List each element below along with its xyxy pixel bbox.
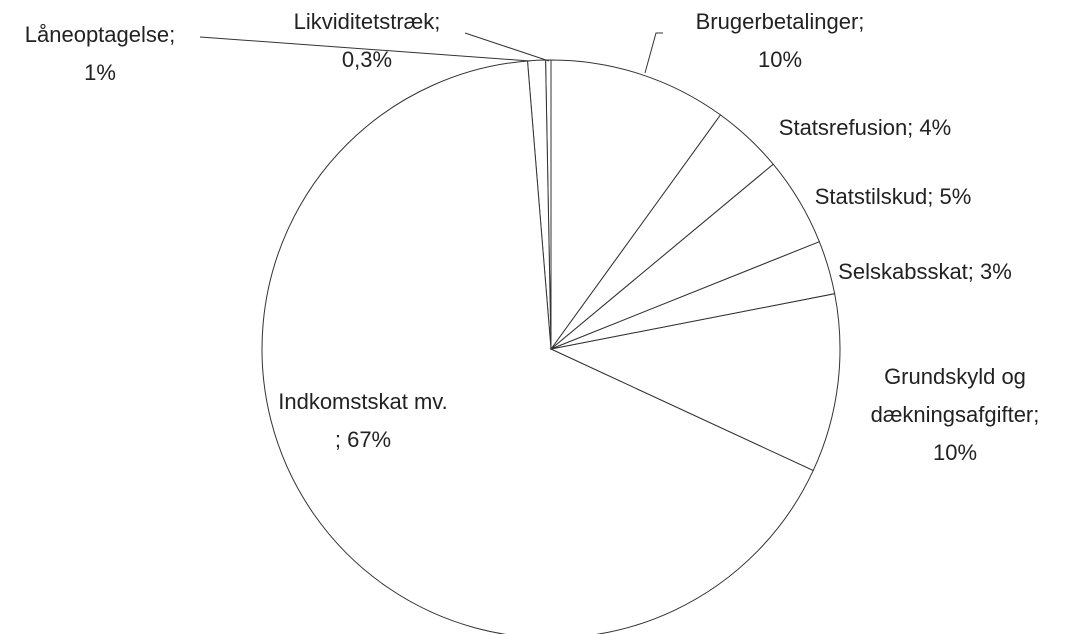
value-label: 0,3% bbox=[341, 47, 393, 72]
pie-slice bbox=[549, 293, 841, 472]
category-label: Statstilskud; bbox=[814, 184, 934, 209]
category-label: Brugerbetalinger; bbox=[695, 9, 865, 34]
slice-label: Likviditetstræk; 0,3% bbox=[257, 3, 477, 79]
value-label: 5% bbox=[939, 184, 972, 209]
category-label: Indkomstskat mv. bbox=[278, 389, 448, 414]
slice-label: Brugerbetalinger; 10% bbox=[650, 3, 910, 79]
value-label: 10% bbox=[932, 440, 978, 465]
slice-label: Indkomstskat mv. ; 67% bbox=[233, 383, 493, 459]
category-label: Låneoptagelse; bbox=[24, 22, 176, 47]
pie-slice bbox=[261, 60, 814, 634]
slice-label: Låneoptagelse; 1% bbox=[0, 16, 200, 92]
category-label: Statsrefusion; bbox=[778, 115, 914, 140]
slice-label: Selskabsskat; 3% bbox=[795, 253, 1055, 291]
slice-label: Statsrefusion; 4% bbox=[735, 109, 995, 147]
value-label: 10% bbox=[757, 47, 803, 72]
leader-line bbox=[199, 36, 531, 62]
value-label: ; 67% bbox=[334, 427, 392, 452]
leader-line bbox=[644, 32, 663, 74]
leader-line bbox=[464, 32, 550, 62]
value-label: 4% bbox=[919, 115, 952, 140]
slice-label: Grundskyld og dækningsafgifter; 10% bbox=[855, 358, 1055, 472]
value-label: 1% bbox=[84, 60, 116, 85]
category-label: Grundskyld og dækningsafgifter; bbox=[870, 364, 1040, 427]
category-label: Selskabsskat; bbox=[838, 259, 974, 284]
category-label: Likviditetstræk; bbox=[293, 9, 441, 34]
pie-slice bbox=[550, 59, 722, 351]
value-label: 3% bbox=[980, 259, 1012, 284]
slice-label: Statstilskud; 5% bbox=[763, 178, 1023, 216]
